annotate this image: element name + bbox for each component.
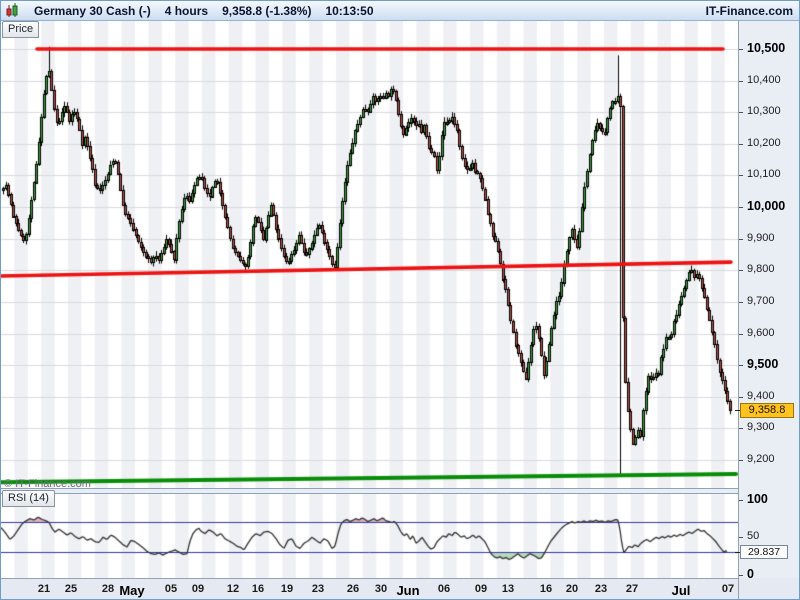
current-price-badge: 9,358.8 <box>740 403 794 418</box>
day-label: 23 <box>311 583 325 595</box>
brand-label: IT-Finance.com <box>705 3 793 18</box>
panel-splitter[interactable] <box>1 489 738 494</box>
axis-tick <box>739 81 743 82</box>
price-axis-label: 9,400 <box>747 390 775 402</box>
day-label: 19 <box>280 583 294 595</box>
axis-tick <box>739 500 743 501</box>
axis-tick <box>739 428 743 429</box>
rsi-value-tick <box>735 552 740 553</box>
time-axis: 21 25 28 May 05 09 12 16 19 23 26 30 Jun 06 09 13 16 20 23… <box>1 578 738 599</box>
panel-divider-bottom <box>1 493 738 494</box>
month-label: May <box>119 583 145 598</box>
rsi-axis-label: 0 <box>747 567 754 581</box>
day-label: 13 <box>501 583 515 595</box>
axis-tick <box>739 537 743 538</box>
day-label: 09 <box>191 583 205 595</box>
price-axis-label: 10,400 <box>747 74 781 86</box>
day-label: 16 <box>539 583 553 595</box>
price-axis-label: 9,600 <box>747 327 775 339</box>
day-label: 27 <box>625 583 639 595</box>
axis-tick <box>739 207 743 208</box>
price-axis-label: 9,300 <box>747 421 775 433</box>
price-chart-canvas[interactable] <box>1 21 738 488</box>
tab-rsi[interactable]: RSI (14) <box>2 490 55 507</box>
price-axis-label: 10,200 <box>747 137 781 149</box>
axis-tick <box>739 175 743 176</box>
price-axis-label: 10,100 <box>747 168 781 180</box>
axis-tick <box>739 239 743 240</box>
day-label: 05 <box>164 583 178 595</box>
day-label: 12 <box>226 583 240 595</box>
axis-tick <box>739 334 743 335</box>
rsi-axis-label: 100 <box>747 492 768 506</box>
rsi-chart-canvas[interactable] <box>1 494 738 578</box>
axis-tick <box>739 575 743 576</box>
tab-price[interactable]: Price <box>2 21 40 38</box>
header-bar: Germany 30 Cash (-) 4 hours 9,358.8 (-1.… <box>1 1 799 21</box>
axis-tick <box>739 144 743 145</box>
price-axis-label: 9,800 <box>747 263 775 275</box>
candlestick-icon <box>5 3 20 18</box>
axis-tick <box>739 365 743 366</box>
day-label: 23 <box>594 583 608 595</box>
axis-corner <box>738 578 799 599</box>
day-label: 09 <box>474 583 488 595</box>
day-label: 21 <box>37 583 51 595</box>
month-label: Jun <box>396 583 420 598</box>
axis-tick <box>739 460 743 461</box>
axis-tick <box>739 49 743 50</box>
current-price-tick <box>735 410 740 411</box>
rsi-value-badge: 29.837 <box>740 545 788 559</box>
price-axis-label: 10,300 <box>747 105 781 117</box>
day-label: 07 <box>721 583 735 595</box>
day-label: 28 <box>101 583 115 595</box>
axis-tick <box>739 397 743 398</box>
price-axis-label: 9,200 <box>747 453 775 465</box>
month-label: Jul <box>671 583 691 598</box>
axis-tick <box>739 112 743 113</box>
axis-tick <box>739 270 743 271</box>
day-label: 06 <box>437 583 451 595</box>
price-axis-label: 10,000 <box>747 199 786 213</box>
price-axis-label: 9,700 <box>747 295 775 307</box>
instrument-title: Germany 30 Cash (-) <box>34 3 151 18</box>
price-axis-label: 9,500 <box>747 357 779 371</box>
axis-tick <box>739 302 743 303</box>
rsi-axis-label: 50 <box>747 530 760 542</box>
day-label: 20 <box>565 583 579 595</box>
day-label: 26 <box>346 583 360 595</box>
day-label: 30 <box>374 583 388 595</box>
day-label: 25 <box>64 583 78 595</box>
last-price-change: 9,358.8 (-1.38%) <box>222 3 312 18</box>
day-label: 16 <box>251 583 265 595</box>
price-axis-labels: 10,500 10,400 10,300 10,200 10,100 10,000 9,90… <box>738 21 799 581</box>
price-axis-label: 10,500 <box>747 41 786 55</box>
clock-time: 10:13:50 <box>325 3 374 18</box>
watermark: © IT-Finance.com <box>4 478 91 490</box>
panel-divider-top <box>1 488 738 489</box>
price-axis-label: 9,900 <box>747 232 775 244</box>
timeframe-label: 4 hours <box>164 3 209 18</box>
